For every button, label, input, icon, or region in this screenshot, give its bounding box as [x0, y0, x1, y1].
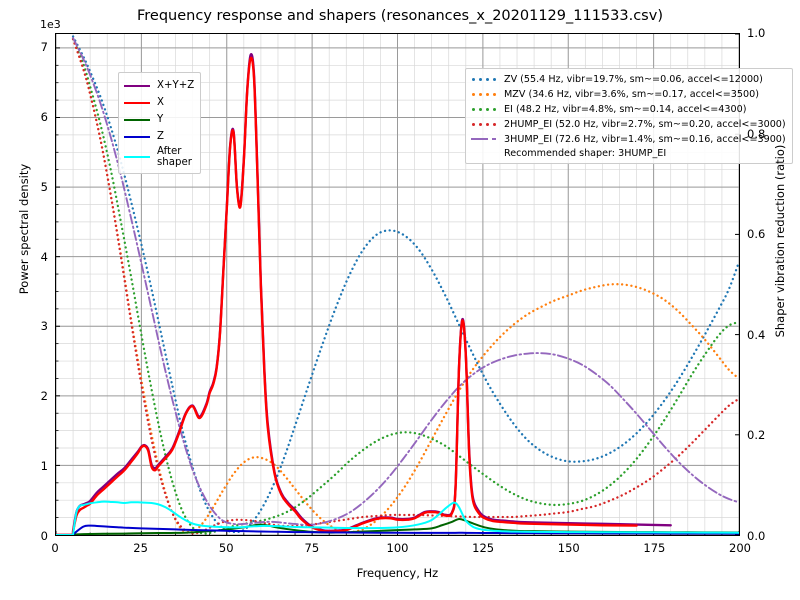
- legend-label-mzv: MZV (34.6 Hz, vibr=3.6%, sm~=0.17, accel…: [504, 89, 759, 100]
- y-axis-exponent-label: 1e3: [40, 18, 61, 31]
- psd-curve-after-shaper: [56, 500, 739, 535]
- y-tick-label-left: 7: [40, 39, 48, 54]
- legend-shapers[interactable]: ZV (55.4 Hz, vibr=19.7%, sm~=0.06, accel…: [465, 68, 793, 164]
- y-tick-label-right: 0.0: [747, 529, 766, 543]
- plot-area: X+Y+Z X Y Z After shaper: [55, 33, 793, 536]
- legend-item-ei[interactable]: EI (48.2 Hz, vibr=4.8%, sm~=0.14, accel<…: [471, 102, 786, 117]
- legend-label-after-shaper: After shaper: [157, 146, 192, 169]
- legend-label-xyz: X+Y+Z: [157, 80, 195, 91]
- y-tick-label-left: 6: [40, 109, 48, 124]
- y-axis-label-left: Power spectral density: [17, 163, 31, 295]
- y-tick-label-left: 0: [40, 529, 48, 543]
- y-tick-label-left: 3: [40, 319, 48, 334]
- data-layer: [56, 35, 739, 535]
- legend-item-2hump-ei[interactable]: 2HUMP_EI (52.0 Hz, vibr=2.7%, sm~=0.20, …: [471, 117, 786, 132]
- dotted-sample-2hump-ei-icon: [471, 119, 497, 131]
- legend-label-3hump-ei: 3HUMP_EI (72.6 Hz, vibr=1.4%, sm~=0.16, …: [504, 134, 786, 145]
- y-tick-label-left: 2: [40, 389, 48, 404]
- y-tick-label-right: 0.8: [747, 126, 766, 141]
- legend-item-mzv[interactable]: MZV (34.6 Hz, vibr=3.6%, sm~=0.17, accel…: [471, 87, 786, 102]
- legend-item-z[interactable]: Z: [124, 128, 194, 145]
- line-sample-after-shaper-icon: [124, 151, 150, 163]
- legend-label-x: X: [157, 97, 164, 108]
- legend-label-after-shaper-line2: shaper: [157, 157, 192, 168]
- x-tick-label: 125: [472, 541, 495, 555]
- psd-curve-z: [56, 524, 739, 535]
- legend-item-zv[interactable]: ZV (55.4 Hz, vibr=19.7%, sm~=0.06, accel…: [471, 72, 786, 87]
- legend-label-after-shaper-line1: After: [157, 145, 182, 157]
- line-sample-z-icon: [124, 131, 150, 143]
- x-tick-label: 25: [133, 541, 148, 555]
- legend-item-3hump-ei[interactable]: 3HUMP_EI (72.6 Hz, vibr=1.4%, sm~=0.16, …: [471, 132, 786, 147]
- recommended-shaper-note: Recommended shaper: 3HUMP_EI: [504, 148, 667, 159]
- x-axis-label: Frequency, Hz: [356, 566, 439, 580]
- legend-label-z: Z: [157, 131, 164, 142]
- dotted-sample-ei-icon: [471, 104, 497, 116]
- y-tick-label-right: 0.6: [747, 227, 766, 242]
- x-tick-label: 0: [51, 541, 59, 555]
- y-tick-label-right: 1.0: [747, 26, 766, 40]
- legend-label-2hump-ei: 2HUMP_EI (52.0 Hz, vibr=2.7%, sm~=0.20, …: [504, 119, 786, 130]
- chart-title: Frequency response and shapers (resonanc…: [137, 8, 663, 24]
- shaper-curve-3hump_ei: [72, 37, 739, 526]
- y-tick-label-left: 4: [40, 249, 48, 264]
- line-sample-x-icon: [124, 97, 150, 109]
- legend-item-y[interactable]: Y: [124, 111, 194, 128]
- legend-label-y: Y: [157, 114, 164, 125]
- dotted-sample-mzv-icon: [471, 89, 497, 101]
- x-tick-label: 175: [643, 541, 666, 555]
- x-tick-label: 50: [218, 541, 234, 555]
- y-tick-label-left: 5: [40, 179, 48, 194]
- shaper-curve-2hump_ei: [71, 37, 739, 535]
- line-sample-y-icon: [124, 114, 150, 126]
- legend-item-xyz[interactable]: X+Y+Z: [124, 77, 194, 94]
- legend-signals[interactable]: X+Y+Z X Y Z After shaper: [118, 72, 202, 174]
- legend-label-ei: EI (48.2 Hz, vibr=4.8%, sm~=0.14, accel<…: [504, 104, 747, 115]
- legend-item-x[interactable]: X: [124, 94, 194, 111]
- y-tick-label-right: 0.2: [747, 428, 766, 443]
- y-tick-label-right: 0.4: [747, 327, 766, 342]
- psd-curve-x: [56, 56, 638, 535]
- x-tick-label: 100: [386, 541, 409, 555]
- x-tick-label: 150: [557, 541, 580, 555]
- y-tick-label-left: 1: [40, 459, 48, 474]
- x-tick-label: 200: [729, 541, 751, 555]
- shaper-curve-zv: [71, 35, 739, 534]
- shaper-curve-ei: [71, 37, 739, 535]
- dashdot-sample-3hump-ei-icon: [471, 134, 497, 146]
- dotted-sample-zv-icon: [471, 74, 497, 86]
- legend-label-zv: ZV (55.4 Hz, vibr=19.7%, sm~=0.06, accel…: [504, 74, 763, 85]
- x-tick-label: 75: [304, 541, 320, 555]
- line-sample-xyz-icon: [124, 80, 150, 92]
- legend-item-after-shaper[interactable]: After shaper: [124, 145, 194, 169]
- y-axis-label-right: Shaper vibration reduction (ratio): [773, 144, 787, 338]
